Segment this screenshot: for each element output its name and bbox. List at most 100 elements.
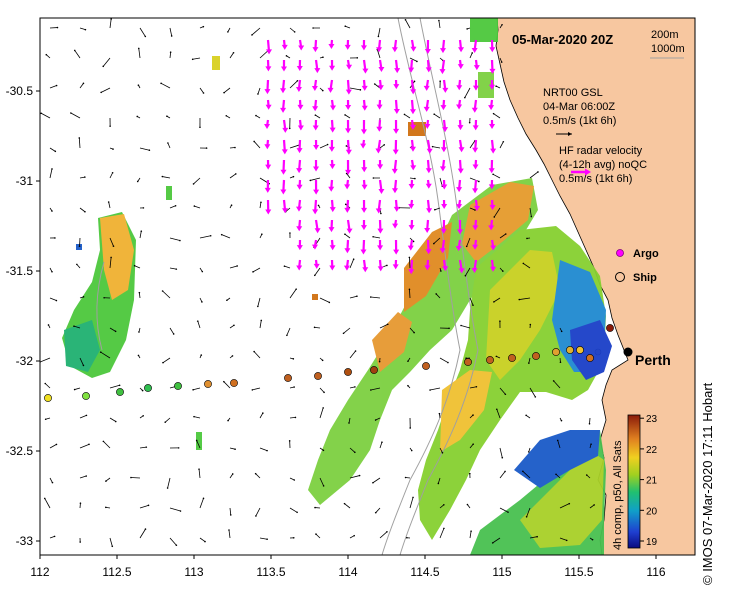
gsl-arrow <box>139 504 149 509</box>
gsl-arrow-head <box>552 380 555 382</box>
hf-arrow-head <box>280 66 287 72</box>
gsl-arrow-head <box>314 114 317 116</box>
gsl-arrow-head <box>201 301 203 303</box>
gsl-arrow-head <box>251 34 253 36</box>
gsl-arrow <box>346 173 351 179</box>
gsl-arrow-head <box>105 506 107 509</box>
gsl-arrow <box>559 537 567 541</box>
hf-arrow-head <box>295 206 302 212</box>
gsl-arrow <box>319 387 325 393</box>
gsl-arrow <box>557 440 561 449</box>
gsl-arrow <box>255 473 261 479</box>
gsl-arrow-head <box>193 205 196 207</box>
gsl-arrow-head <box>527 451 530 453</box>
gsl-arrow-head <box>252 271 254 273</box>
hf-arrow-head <box>312 209 319 215</box>
gsl-arrow <box>103 441 111 449</box>
hf-arrow-head <box>296 168 303 174</box>
hf-arrow-head <box>327 87 334 93</box>
hf-arrow-head <box>296 226 303 232</box>
gsl-arrow-head <box>525 515 528 518</box>
hf-arrow-head <box>410 46 417 52</box>
hf-arrow-head <box>329 65 336 71</box>
hf-arrow-head <box>394 68 401 74</box>
gsl-arrow-head <box>322 407 324 409</box>
argo-dot <box>82 392 90 400</box>
gsl-arrow-head <box>429 389 431 391</box>
hf-arrow-head <box>345 149 352 155</box>
gsl-arrow-head <box>70 112 72 114</box>
gsl-arrow-head <box>179 510 182 512</box>
hf-arrow-head <box>345 128 352 134</box>
gsl-arrow-head <box>110 18 112 20</box>
gsl-arrow-head <box>295 288 297 290</box>
hf-arrow-head <box>489 47 496 53</box>
hf-arrow-head <box>344 248 351 254</box>
gsl-arrow-head <box>141 389 144 392</box>
gsl-arrow-head <box>40 112 42 115</box>
gsl-arrow-head <box>312 27 314 29</box>
gsl-arrow <box>374 83 381 89</box>
gsl-arrow <box>100 351 111 359</box>
plot-frame <box>39 17 696 556</box>
gsl-arrow <box>221 234 231 239</box>
gsl-arrow <box>434 207 441 211</box>
hf-arrow-head <box>346 228 353 234</box>
gsl-arrow-head <box>161 290 164 292</box>
gsl-arrow <box>169 267 177 270</box>
hf-arrow-head <box>378 188 385 194</box>
gsl-arrow <box>46 54 51 59</box>
gsl-arrow <box>460 325 471 329</box>
gsl-arrow-head <box>53 535 56 538</box>
gsl-arrow-head <box>472 414 474 416</box>
gsl-arrow-head <box>326 143 329 146</box>
gsl-arrow-head <box>177 447 180 449</box>
gsl-arrow <box>493 113 501 119</box>
gsl-arrow <box>79 414 87 419</box>
gsl-arrow-head <box>204 540 206 543</box>
gsl-arrow-head <box>234 146 236 149</box>
hf-arrow-head <box>311 244 318 250</box>
gsl-arrow-head <box>413 80 416 83</box>
gsl-arrow <box>469 52 473 59</box>
gsl-arrow-head <box>172 333 175 335</box>
gsl-arrow-head <box>55 84 58 87</box>
gsl-arrow <box>229 507 232 515</box>
gsl-arrow <box>169 537 177 546</box>
gsl-arrow <box>199 498 204 509</box>
gsl-arrow-head <box>386 530 388 533</box>
gsl-arrow <box>349 386 355 389</box>
gsl-arrow-head <box>504 233 507 235</box>
gsl-arrow-head <box>88 443 90 446</box>
hf-arrow-head <box>424 265 431 271</box>
gsl-arrow <box>169 52 172 59</box>
perth-marker <box>623 347 633 357</box>
hf-arrow-head <box>408 67 415 73</box>
hf-arrow-head <box>424 123 431 129</box>
gsl-arrow <box>160 82 171 89</box>
gsl-arrow-head <box>345 172 348 175</box>
hf-arrow-head <box>489 68 496 74</box>
hf-arrow-head <box>345 89 352 95</box>
hf-arrow-head <box>440 147 447 153</box>
hf-arrow-head <box>360 129 367 135</box>
gsl-arrow-head <box>266 538 268 541</box>
hf-arrow-head <box>265 104 272 110</box>
hf-arrow-head <box>408 269 415 275</box>
gsl-arrow-head <box>112 245 115 247</box>
gsl-arrow <box>259 412 264 419</box>
hf-arrow-head <box>393 128 400 134</box>
gsl-arrow-head <box>114 330 117 333</box>
gsl-arrow <box>109 537 113 547</box>
gsl-arrow-head <box>478 180 480 183</box>
hf-arrow-head <box>312 106 319 112</box>
gsl-arrow <box>193 177 201 185</box>
gsl-legend-line2: 04-Mar 06:00Z <box>543 101 615 113</box>
gsl-arrow-head <box>460 324 462 327</box>
gsl-arrow-head <box>438 412 441 415</box>
hf-arrow-head <box>472 225 479 231</box>
hf-legend-line3: 0.5m/s (1kt 6h) <box>559 173 632 185</box>
gsl-arrow <box>432 146 441 149</box>
perth-label: Perth <box>635 352 671 368</box>
map-title: 05-Mar-2020 20Z <box>512 32 613 47</box>
